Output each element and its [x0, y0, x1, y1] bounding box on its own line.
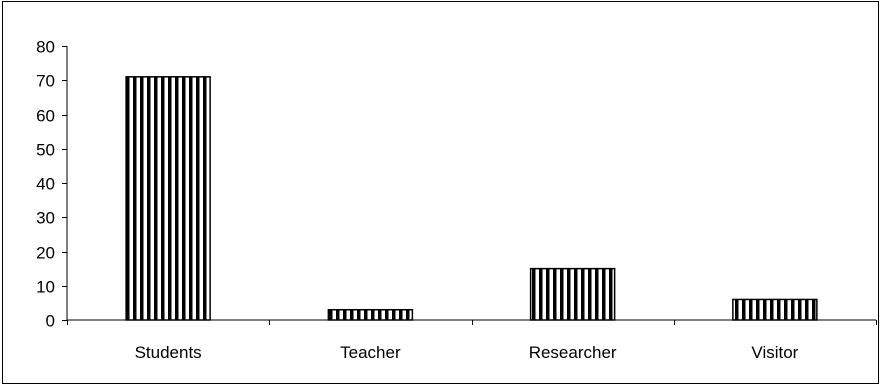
y-tick-label: 50 [36, 141, 55, 160]
y-tick-label: 20 [36, 244, 55, 263]
bar-researcher [529, 267, 616, 321]
y-tick-label: 40 [36, 175, 55, 194]
y-tick-label: 0 [46, 312, 55, 331]
y-tick-label: 70 [36, 72, 55, 91]
y-tick-label: 30 [36, 209, 55, 228]
y-tick-label: 10 [36, 278, 55, 297]
axes-layer [62, 46, 877, 325]
x-tick-label: Teacher [340, 343, 401, 362]
bar-visitor [732, 298, 818, 321]
x-tick-label: Researcher [529, 343, 617, 362]
bars-layer [125, 76, 818, 321]
labels-layer: 0 10 20 30 40 50 60 70 80 Students Teacher Research… [36, 38, 799, 363]
y-tick-label: 60 [36, 107, 55, 126]
bar-students [125, 76, 211, 321]
x-tick-label: Students [135, 343, 202, 362]
y-tick-label: 80 [36, 38, 55, 57]
x-tick-label: Visitor [751, 343, 798, 362]
bar-teacher [327, 308, 414, 321]
